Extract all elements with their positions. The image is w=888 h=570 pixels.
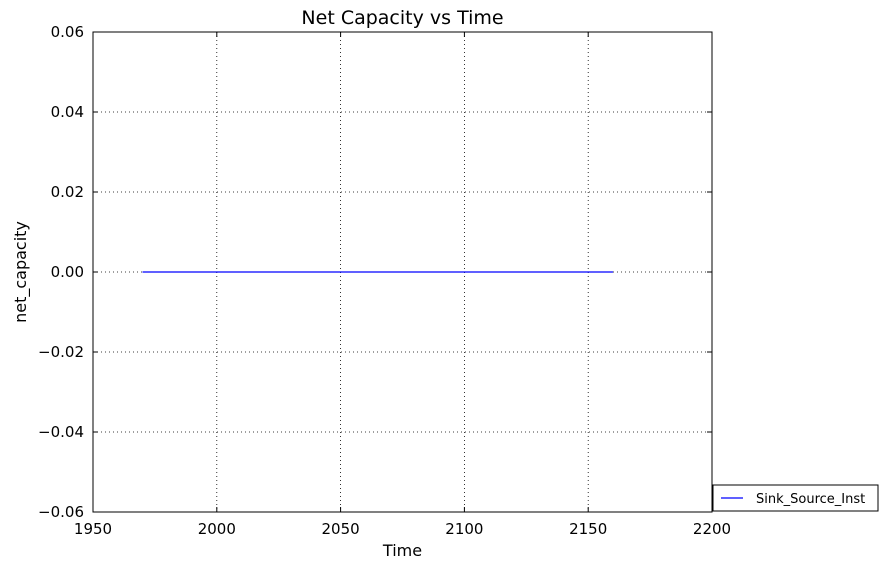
y-tick-label: −0.04: [38, 423, 84, 441]
chart-title: Net Capacity vs Time: [301, 7, 503, 29]
x-tick-label: 1950: [74, 520, 112, 538]
x-tick-label: 2150: [569, 520, 607, 538]
x-tick-label: 2050: [322, 520, 360, 538]
x-tick-label: 2000: [198, 520, 236, 538]
x-axis-label: Time: [382, 541, 422, 560]
y-tick-label: 0.02: [51, 183, 84, 201]
y-tick-label: −0.06: [38, 503, 84, 521]
legend: Sink_Source_Inst: [712, 484, 879, 512]
x-tick-label: 2100: [445, 520, 483, 538]
y-tick-label: 0.06: [51, 23, 84, 41]
legend-entry-sink-source-inst: Sink_Source_Inst: [756, 492, 865, 507]
y-tick-label: 0.04: [51, 103, 84, 121]
y-tick-label: 0.00: [51, 263, 84, 281]
axis-ticks: 1950 2000 2050 2100 2150 2200 −0.06 −0.04 −0.02 0…: [38, 23, 731, 538]
x-tick-label: 2200: [693, 520, 731, 538]
y-tick-label: −0.02: [38, 343, 84, 361]
y-axis-label: net_capacity: [11, 221, 31, 323]
